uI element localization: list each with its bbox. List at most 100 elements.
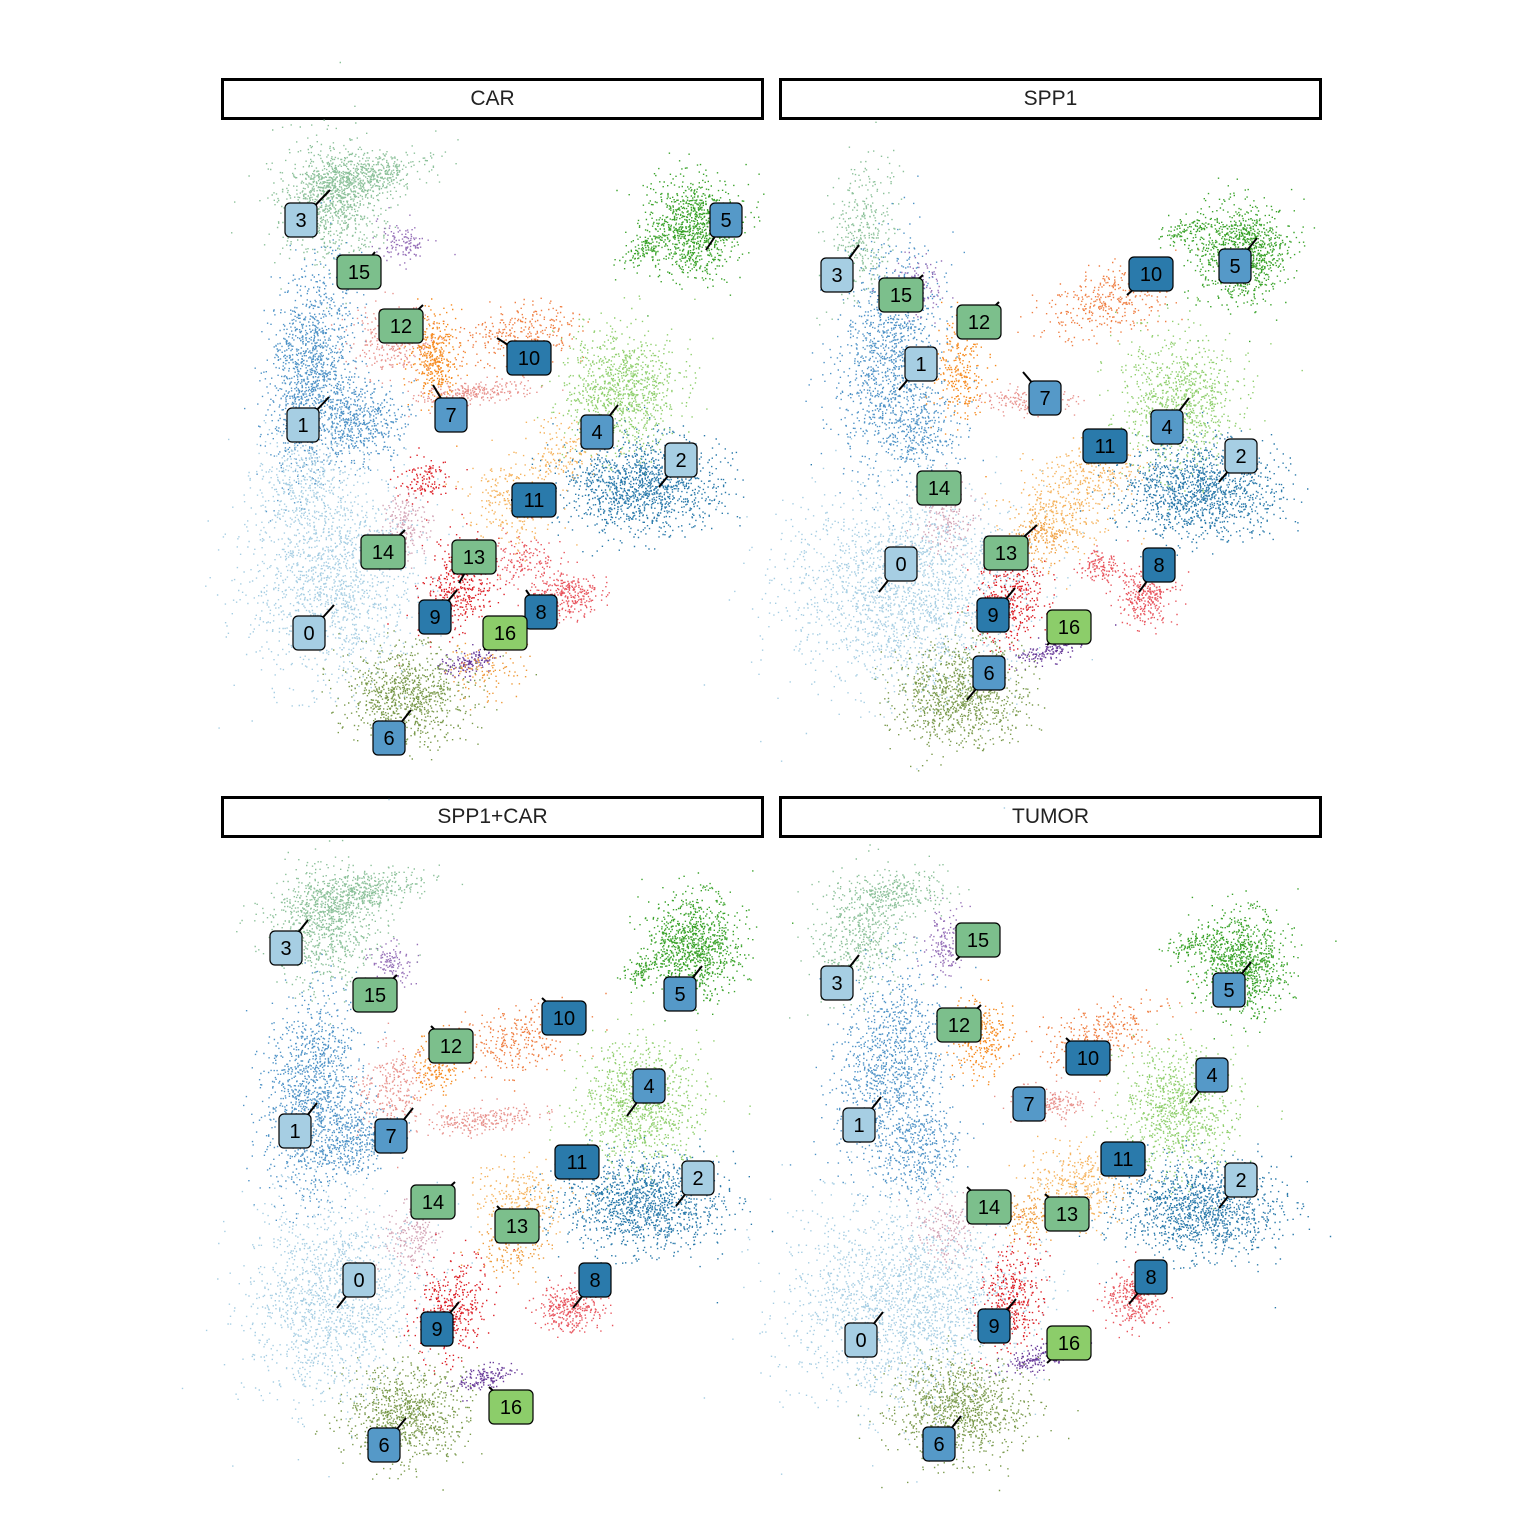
cluster-6-points [314, 1334, 516, 1491]
cluster-points-path [789, 926, 977, 1202]
cluster-label-15: 15 [352, 974, 398, 1013]
label-text: 14 [978, 1197, 1000, 1219]
cluster-16-points [446, 1361, 523, 1402]
cluster-label-5: 5 [1218, 237, 1258, 284]
label-text: 11 [567, 1152, 588, 1174]
cluster-12-points [396, 298, 468, 447]
cluster-points-path [1073, 540, 1129, 586]
label-text: 15 [348, 262, 370, 284]
label-box [451, 539, 497, 575]
facet-strip-spp1-car: SPP1+CAR [221, 796, 764, 838]
label-text: 14 [372, 542, 394, 564]
label-box [681, 1160, 715, 1196]
cluster-label-10: 10 [541, 997, 587, 1036]
cluster-label-6: 6 [922, 1415, 962, 1462]
label-box [372, 720, 406, 756]
label-text: 1 [297, 415, 308, 437]
cluster-label-4: 4 [1189, 1057, 1229, 1104]
label-text: 15 [364, 985, 386, 1007]
cluster-points-path [1017, 249, 1200, 347]
label-text: 3 [295, 210, 306, 232]
cluster-points-path [1008, 497, 1074, 575]
label-text: 9 [988, 1316, 999, 1338]
cluster-label-13: 13 [1044, 1193, 1090, 1232]
label-text: 14 [422, 1192, 444, 1214]
label-text: 16 [500, 1397, 522, 1419]
cluster-1-points [244, 199, 370, 522]
cluster-label-4: 4 [580, 404, 619, 450]
label-box [580, 414, 614, 450]
cluster-8-points [1073, 540, 1129, 586]
label-box [936, 1007, 982, 1043]
cluster-points-path [365, 937, 420, 996]
label-text: 4 [1161, 417, 1172, 439]
facet-strip-tumor: TUMOR [779, 796, 1322, 838]
facet-strip-car: CAR [221, 78, 764, 120]
cluster-points-path [460, 1215, 553, 1285]
label-box [1044, 1196, 1090, 1232]
cluster-label-16: 16 [1046, 609, 1092, 646]
label-text: 1 [289, 1121, 300, 1143]
label-box [1195, 1057, 1229, 1093]
label-box [494, 1208, 540, 1244]
label-text: 13 [995, 543, 1017, 565]
cluster-points-path [389, 447, 468, 521]
label-box [1142, 547, 1176, 583]
cluster-points-path [994, 1077, 1100, 1127]
label-box [1128, 256, 1174, 292]
label-box [1224, 438, 1258, 474]
cluster-points-path [243, 951, 386, 1315]
cluster-label-6: 6 [372, 709, 412, 756]
cluster-15-points [371, 207, 456, 270]
facet-strip-spp1: SPP1 [779, 78, 1322, 120]
label-text: 1 [915, 354, 926, 376]
cluster-label-layer: 3 15 12 10 5 1 7 4 2 11 14 13 0 9 8 16 6 [284, 189, 743, 756]
cluster-13-points [460, 1215, 553, 1285]
cluster-points-path [1158, 213, 1231, 249]
label-text: 0 [855, 1330, 866, 1352]
label-text: 0 [303, 623, 314, 645]
label-box [488, 1389, 534, 1425]
cluster-points-path [445, 297, 589, 378]
label-box [1212, 972, 1246, 1008]
label-text: 9 [429, 607, 440, 629]
cluster-points-path [368, 488, 435, 569]
cluster-16-points [437, 644, 501, 681]
cluster-7-points [407, 372, 564, 418]
label-text: 3 [280, 938, 291, 960]
cluster-label-6: 6 [367, 1417, 407, 1463]
cluster-label-3: 3 [269, 919, 309, 966]
label-box [1224, 1162, 1258, 1198]
label-text: 5 [720, 210, 731, 232]
label-box [284, 202, 318, 238]
cluster-points-path [1094, 296, 1303, 511]
label-box [1012, 1086, 1046, 1122]
label-text: 4 [591, 422, 602, 444]
cluster-label-13: 13 [983, 524, 1038, 571]
label-box [1028, 380, 1062, 416]
point-layer [181, 839, 794, 1491]
cluster-label-14: 14 [360, 529, 406, 570]
cluster-points-path [256, 864, 464, 941]
cluster-points-path [446, 1361, 523, 1402]
cluster-label-9: 9 [976, 587, 1016, 633]
label-box [292, 615, 326, 651]
label-text: 7 [445, 405, 456, 427]
label-text: 16 [1058, 617, 1080, 639]
cluster-5-points [629, 870, 794, 1022]
label-box [286, 407, 320, 443]
cluster-5-points [613, 223, 680, 270]
label-text: 12 [948, 1015, 970, 1037]
label-box [983, 535, 1029, 571]
label-text: 13 [506, 1216, 528, 1238]
cluster-label-6: 6 [966, 655, 1006, 701]
label-box [976, 597, 1010, 633]
cluster-label-12: 12 [428, 1025, 474, 1064]
umap-panel-spp1-car: 3 15 12 10 5 1 7 4 2 11 14 13 0 9 8 16 6 [181, 839, 794, 1491]
cluster-label-9: 9 [977, 1298, 1017, 1344]
cluster-points-path [321, 625, 537, 761]
cluster-points-path [789, 844, 926, 1019]
label-text: 6 [983, 663, 994, 685]
cluster-10-points [445, 297, 589, 378]
cluster-label-9: 9 [420, 1301, 460, 1347]
